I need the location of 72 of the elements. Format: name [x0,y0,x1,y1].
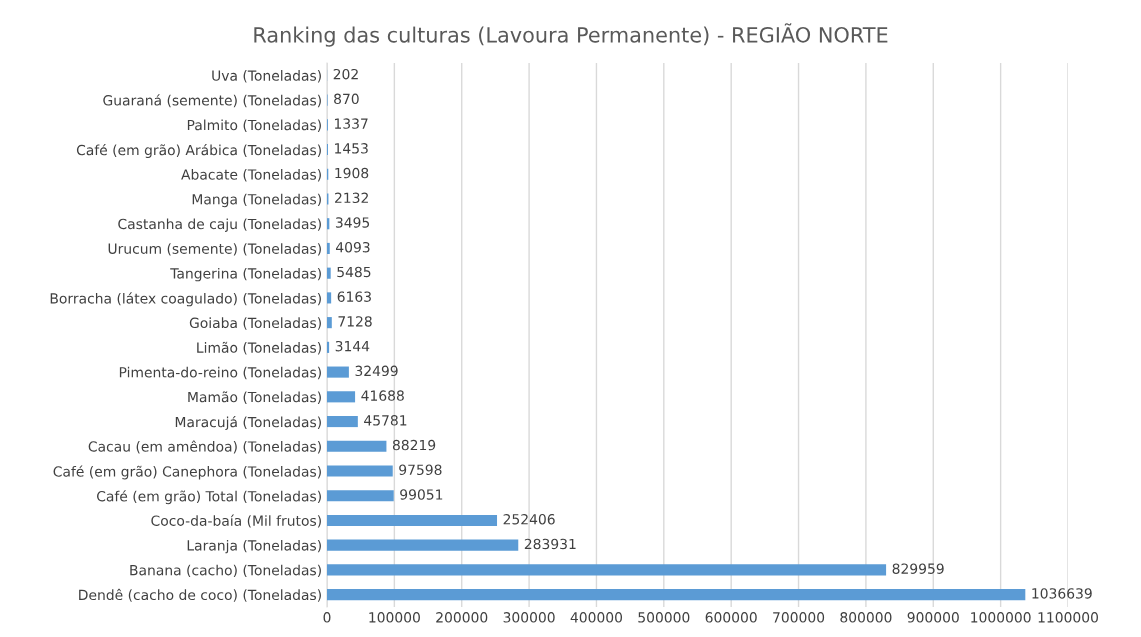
chart-title: Ranking das culturas (Lavoura Permanente) - REGIÃO NORTE [254,23,888,47]
bar [327,564,887,576]
y-tick-label: Cacau (em amêndoa) (Toneladas) [88,440,321,454]
bar [327,341,330,353]
bar [327,267,331,279]
x-tick-label: 1100000 [1038,612,1098,623]
data-label: 202 [333,68,358,80]
y-tick-label: Abacate (Toneladas) [181,169,321,182]
y-tick-label: Manga (Toneladas) [192,193,321,208]
data-label: 99051 [400,489,443,500]
x-tick-label: 1000000 [971,612,1031,623]
x-tick-label: 800000 [840,612,892,623]
x-tick-label: 0 [323,612,331,623]
y-tick-label: Limão (Toneladas) [197,341,321,355]
data-label: 32499 [355,365,398,377]
data-label: 2132 [335,192,368,204]
bar [327,490,394,502]
y-tick-label: Coco-da-baía (Mil frutos) [151,514,321,528]
bar [327,465,393,477]
x-tick-label: 700000 [773,612,825,623]
data-label: 252406 [503,513,555,525]
y-tick-label: Banana (cacho) (Toneladas) [130,564,321,578]
x-tick-label: 200000 [436,612,488,623]
x-tick-label: 900000 [907,612,959,623]
x-tick-label: 400000 [570,612,623,623]
x-tick-label: 500000 [638,612,690,623]
x-tick-label: 100000 [369,612,420,623]
y-tick-label: Laranja (Toneladas) [187,539,321,554]
bar [327,317,332,329]
y-tick-label: Palmito (Toneladas) [187,119,321,132]
data-label: 6163 [337,291,371,302]
data-label: 1036639 [1032,588,1092,599]
bar [327,514,498,527]
data-label: 829959 [892,563,944,574]
y-tick-label: Mamão (Toneladas) [188,391,321,404]
data-label: 97598 [399,464,442,476]
data-label: 45781 [364,415,407,426]
x-tick-label: 600000 [705,612,757,623]
data-label: 1453 [335,143,368,154]
bar [327,391,356,403]
data-label: 7128 [338,316,372,327]
y-tick-label: Dendê (cacho de coco) (Toneladas) [79,588,321,602]
y-tick-label: Uva (Toneladas) [212,70,321,83]
y-tick-label: Borracha (látex coagulado) (Toneladas) [50,292,321,307]
data-label: 3144 [335,340,370,352]
data-label: 3495 [335,217,370,228]
bar [327,589,1026,601]
bar [327,292,332,304]
y-tick-label: Pimenta-do-reino (Toneladas) [119,366,321,380]
bar [327,415,358,428]
bar [327,242,330,255]
data-label: 5485 [337,266,371,278]
x-tick-label: 300000 [503,612,555,623]
y-tick-label: Tangerina (Toneladas) [170,267,321,282]
data-label: 88219 [392,439,436,451]
data-label: 1908 [335,167,369,179]
y-tick-label: Castanha de caju (Toneladas) [118,218,321,232]
data-label: 41688 [361,390,404,401]
data-label: 283931 [524,538,576,550]
data-label: 4093 [335,241,370,253]
bar [327,366,349,378]
y-tick-label: Café (em grão) Total (Toneladas) [96,490,321,505]
y-tick-label: Café (em grão) Canephora (Toneladas) [53,465,321,480]
bar [327,440,387,452]
bar [327,539,519,551]
y-tick-label: Guaraná (semente) (Toneladas) [103,94,321,108]
y-tick-label: Maracujá (Toneladas) [175,415,321,430]
y-tick-label: Urucum (semente) (Toneladas) [108,243,321,256]
y-tick-label: Café (em grão) Arábica (Toneladas) [76,143,321,158]
data-label: 870 [334,93,359,105]
y-tick-label: Goiaba (Toneladas) [189,317,321,330]
data-label: 1337 [334,118,368,129]
